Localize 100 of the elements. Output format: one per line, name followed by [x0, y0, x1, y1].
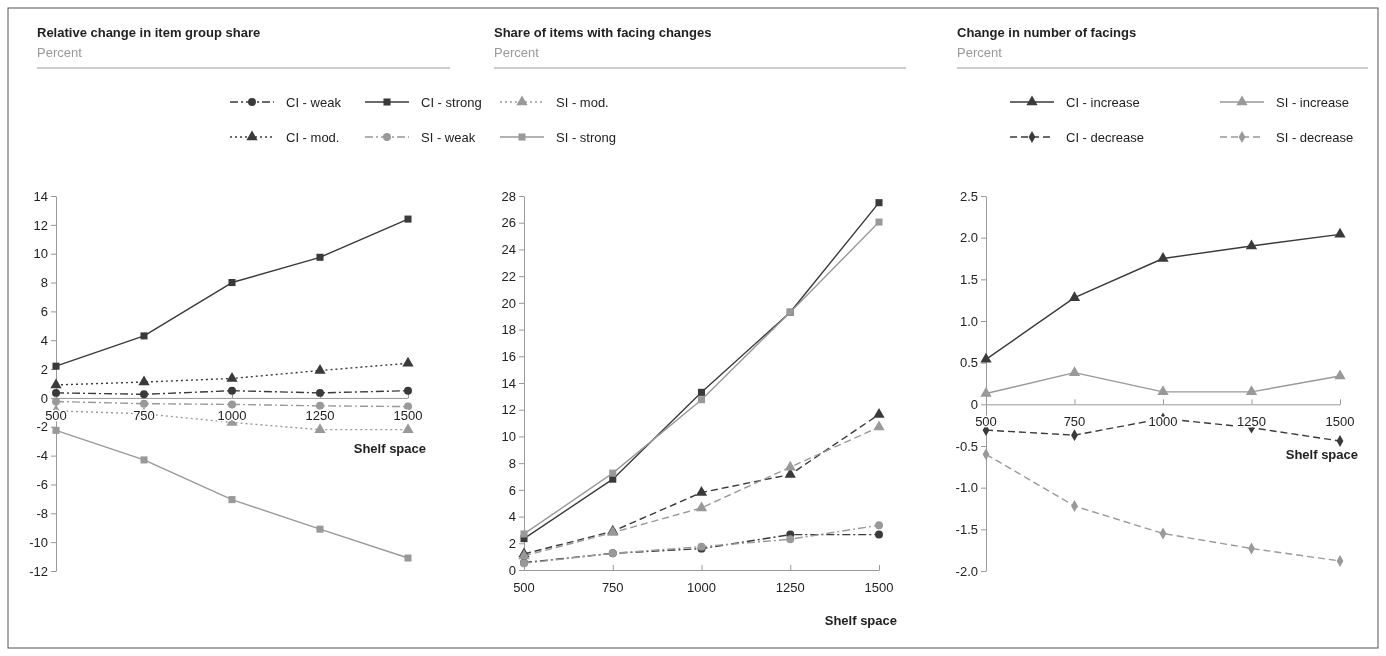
legend-label: SI - strong	[556, 130, 616, 145]
x-tick-label: 1250	[305, 407, 335, 423]
point	[52, 426, 60, 434]
legend-label: SI - increase	[1276, 95, 1349, 110]
point	[1068, 291, 1081, 301]
legend-label: SI - mod.	[556, 95, 609, 110]
point	[52, 362, 60, 370]
point	[1334, 227, 1346, 238]
point	[695, 486, 708, 496]
y-tick-label: 14	[33, 188, 48, 204]
y-tick-label: 1.5	[959, 271, 978, 287]
x-tick-label: 500	[513, 580, 535, 595]
x-tick-label: 1500	[864, 580, 894, 595]
y-tick-label: 2	[508, 535, 516, 551]
chart-subtitle: Percent	[957, 45, 1003, 60]
point	[140, 390, 148, 399]
point	[228, 279, 236, 287]
y-tick-label: 2	[40, 361, 48, 377]
point	[875, 521, 883, 530]
y-tick-label: 12	[501, 402, 516, 418]
x-tick-label: 1250	[775, 580, 805, 595]
point	[520, 530, 528, 538]
point	[1245, 239, 1258, 250]
y-tick-label: 2.0	[959, 230, 978, 246]
point	[873, 420, 885, 431]
y-tick-label: -1.5	[955, 521, 978, 537]
point	[140, 332, 148, 340]
point	[316, 253, 324, 261]
point	[404, 554, 412, 562]
point	[314, 423, 326, 433]
legend-label: SI - weak	[421, 130, 476, 145]
y-tick-label: 4	[508, 509, 516, 525]
y-tick-label: -1.0	[955, 480, 978, 496]
point	[980, 386, 992, 397]
point	[404, 402, 412, 411]
y-tick-label: 8	[40, 275, 48, 291]
y-tick-label: 4	[40, 332, 48, 348]
y-tick-label: -0.5	[955, 438, 978, 454]
point	[316, 401, 324, 410]
point	[140, 456, 148, 464]
x-tick-label: 500	[45, 407, 67, 423]
x-tick-label: 1000	[687, 580, 716, 595]
legend-label: CI - mod.	[286, 130, 340, 145]
y-tick-label: 24	[501, 242, 516, 258]
x-tick-label: 1000	[217, 407, 247, 423]
x-tick-label: 1500	[1325, 414, 1355, 430]
y-tick-label: -12	[29, 563, 48, 579]
y-tick-label: 1.0	[959, 313, 978, 329]
point	[228, 400, 236, 409]
point	[1157, 385, 1169, 396]
legend-label: CI - decrease	[1066, 130, 1145, 145]
x-tick-label: 1500	[393, 407, 423, 423]
point	[875, 218, 883, 226]
chart-subtitle: Percent	[494, 45, 540, 60]
x-tick-label: 750	[601, 580, 624, 595]
chart-subtitle: Percent	[37, 45, 83, 60]
point	[402, 356, 414, 367]
point	[228, 496, 236, 504]
point	[316, 525, 324, 533]
point	[697, 396, 706, 404]
y-tick-label: 16	[501, 348, 516, 364]
y-tick-label: -2.0	[955, 563, 978, 579]
y-tick-label: -6	[36, 477, 48, 493]
y-tick-label: 0.5	[959, 355, 978, 371]
point	[404, 386, 412, 395]
point	[784, 460, 796, 471]
y-tick-label: -4	[36, 448, 48, 464]
x-tick-label: 750	[1063, 414, 1086, 430]
y-tick-label: -2	[36, 419, 48, 435]
legend-label: CI - strong	[421, 95, 482, 110]
y-tick-label: 12	[33, 217, 48, 233]
chart-title: Change in number of facings	[957, 25, 1137, 40]
point	[314, 364, 326, 374]
y-tick-label: 6	[508, 482, 516, 498]
y-tick-label: 14	[501, 375, 516, 391]
point	[404, 215, 412, 223]
legend-label: SI - decrease	[1276, 130, 1354, 145]
point	[228, 386, 236, 395]
point	[50, 378, 62, 389]
point	[873, 407, 885, 418]
y-tick-label: 26	[501, 215, 516, 231]
x-axis-title: Shelf space	[1285, 447, 1358, 463]
point	[875, 199, 883, 207]
point	[316, 388, 324, 397]
x-tick-label: 1250	[1237, 414, 1266, 430]
x-axis-title: Shelf space	[824, 613, 897, 628]
y-tick-label: 10	[501, 429, 516, 445]
point	[786, 535, 795, 544]
y-tick-label: 8	[508, 455, 516, 471]
y-tick-label: 28	[501, 188, 516, 204]
y-tick-label: -8	[36, 505, 48, 521]
point	[140, 399, 148, 408]
y-tick-label: 10	[33, 246, 48, 262]
y-tick-label: 6	[40, 304, 48, 320]
point	[1157, 251, 1169, 262]
legend-label: CI - increase	[1066, 95, 1140, 110]
x-tick-label: 500	[975, 414, 997, 430]
y-tick-label: 2.5	[959, 188, 978, 204]
point	[402, 423, 414, 433]
point	[138, 375, 150, 386]
